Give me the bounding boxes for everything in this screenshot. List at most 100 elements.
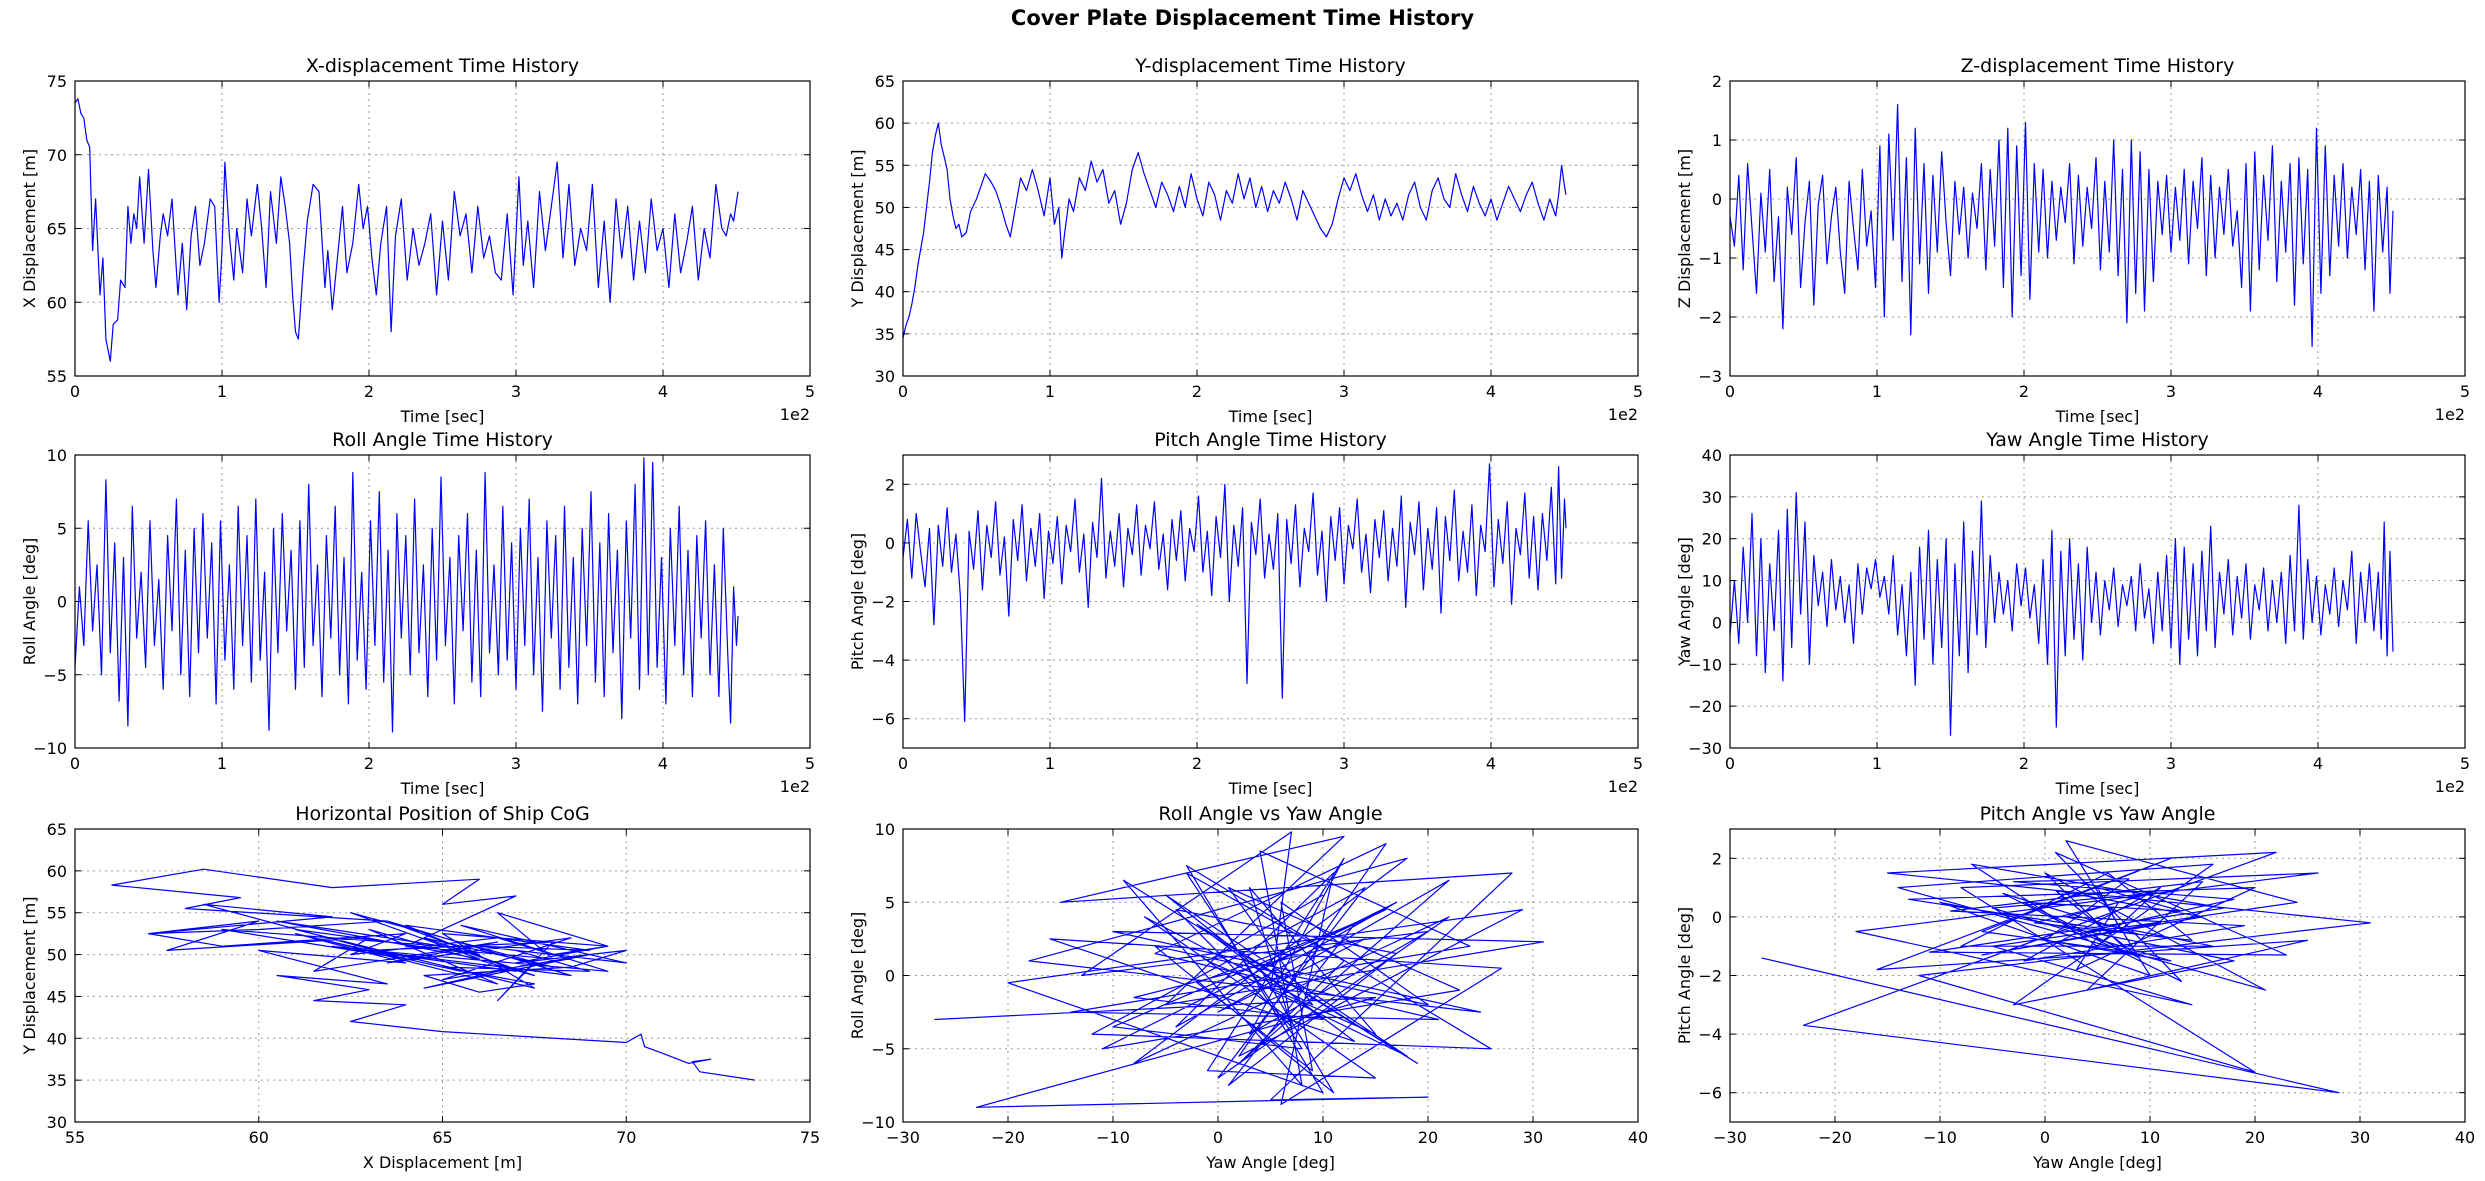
x-tick-label: 2	[364, 382, 374, 401]
subplot-6: 0 1 2 3 4 5 −30 −20 −10 0 10 20 30 40 Yaw Angle Time H…	[1675, 429, 2470, 798]
x-tick-label: 30	[2350, 1128, 2370, 1147]
y-tick-label: −10	[861, 1113, 895, 1132]
series-line	[903, 463, 1567, 723]
subplot-title: Roll Angle Time History	[332, 429, 553, 451]
x-axis-label: Time [sec]	[400, 779, 485, 798]
y-tick-label: −4	[871, 651, 895, 670]
y-tick-label: 1	[1712, 131, 1722, 150]
axes-frame	[1729, 454, 2466, 749]
y-axis-label: Roll Angle [deg]	[848, 912, 867, 1039]
x-tick-label: −10	[1923, 1128, 1957, 1147]
y-tick-label: 0	[1712, 908, 1722, 927]
y-tick-label: 5	[885, 893, 895, 912]
x-tick-label: 4	[1486, 382, 1496, 401]
x-tick-label: 5	[805, 754, 815, 773]
x-axis-label: Time [sec]	[1228, 779, 1313, 798]
y-tick-label: 70	[47, 146, 67, 165]
x-tick-label: 20	[1418, 1128, 1438, 1147]
x-tick-label: 3	[511, 382, 521, 401]
x-tick-label: 2	[1192, 382, 1202, 401]
x-offset-label: 1e2	[1608, 777, 1638, 796]
x-tick-label: 0	[898, 382, 908, 401]
x-tick-label: 3	[1339, 754, 1349, 773]
y-tick-label: 50	[875, 198, 895, 217]
x-tick-label: 65	[432, 1128, 452, 1147]
x-tick-label: 4	[2313, 754, 2323, 773]
x-tick-label: 3	[511, 754, 521, 773]
figure-title: Cover Plate Displacement Time History	[1010, 6, 1475, 30]
y-tick-label: −6	[1698, 1084, 1722, 1103]
x-tick-label: 0	[70, 382, 80, 401]
subplot-4: 0 1 2 3 4 5 −10 −5 0 5 10 Roll Angle Time History Ti…	[20, 429, 815, 798]
y-tick-label: 35	[47, 1071, 67, 1090]
axes-frame	[902, 80, 1639, 377]
series-line	[75, 98, 739, 362]
series-line	[903, 122, 1567, 339]
x-tick-label: 10	[2140, 1128, 2160, 1147]
y-tick-label: 30	[47, 1113, 67, 1132]
y-tick-label: 65	[47, 820, 67, 839]
y-tick-label: 60	[47, 293, 67, 312]
subplot-title: X-displacement Time History	[306, 55, 579, 77]
x-tick-label: 1	[217, 382, 227, 401]
series-line	[934, 831, 1545, 1108]
y-tick-label: 10	[875, 820, 895, 839]
y-tick-label: −2	[1698, 967, 1722, 986]
subplot-5: 0 1 2 3 4 5 −6 −4 −2 0 2 Pitch Angle Time History Ti…	[848, 429, 1643, 798]
subplot-title: Pitch Angle Time History	[1154, 429, 1387, 451]
x-tick-label: 1	[1872, 754, 1882, 773]
y-tick-label: 30	[1702, 488, 1722, 507]
x-tick-label: 0	[898, 754, 908, 773]
x-axis-label: Time [sec]	[400, 407, 485, 426]
y-tick-label: −5	[871, 1040, 895, 1059]
x-tick-label: 60	[249, 1128, 269, 1147]
y-tick-label: 65	[875, 72, 895, 91]
x-tick-label: 1	[1872, 382, 1882, 401]
x-axis-label: Yaw Angle [deg]	[1205, 1153, 1335, 1172]
y-tick-label: 35	[875, 325, 895, 344]
x-tick-label: 4	[658, 754, 668, 773]
y-tick-label: 55	[47, 904, 67, 923]
x-axis-label: Time [sec]	[2055, 779, 2140, 798]
x-offset-label: 1e2	[2435, 777, 2465, 796]
y-tick-label: 20	[1702, 530, 1722, 549]
axes-frame	[1729, 80, 2466, 377]
x-tick-label: 4	[2313, 382, 2323, 401]
subplot-3: 0 1 2 3 4 5 −3 −2 −1 0 1 2 Z-displacement Time Histo…	[1675, 55, 2470, 426]
x-tick-label: 2	[2019, 754, 2029, 773]
y-tick-label: 60	[875, 114, 895, 133]
y-axis-label: Y Displacement [m]	[848, 149, 867, 308]
series-line	[1730, 492, 2394, 737]
y-tick-label: −4	[1698, 1025, 1722, 1044]
x-tick-label: 1	[217, 754, 227, 773]
y-tick-label: −10	[33, 739, 67, 758]
y-axis-label: Z Displacement [m]	[1675, 149, 1694, 308]
y-axis-label: Y Displacement [m]	[20, 896, 39, 1055]
y-tick-label: 10	[47, 446, 67, 465]
y-tick-label: −10	[1688, 655, 1722, 674]
y-tick-label: 2	[1712, 849, 1722, 868]
x-tick-label: 3	[2166, 382, 2176, 401]
y-tick-label: 0	[1712, 190, 1722, 209]
y-axis-label: Pitch Angle [deg]	[848, 533, 867, 670]
x-tick-label: 5	[2460, 754, 2470, 773]
y-tick-label: 2	[1712, 72, 1722, 91]
y-tick-label: −2	[1698, 308, 1722, 327]
subplot-title: Yaw Angle Time History	[1985, 429, 2208, 451]
x-tick-label: 70	[616, 1128, 636, 1147]
x-tick-label: 2	[364, 754, 374, 773]
x-tick-label: 0	[70, 754, 80, 773]
series-line	[75, 457, 739, 733]
x-tick-label: 3	[2166, 754, 2176, 773]
y-tick-label: 40	[1702, 446, 1722, 465]
x-tick-label: 5	[1633, 382, 1643, 401]
x-axis-label: X Displacement [m]	[363, 1153, 522, 1172]
x-offset-label: 1e2	[780, 405, 810, 424]
x-tick-label: 75	[800, 1128, 820, 1147]
x-tick-label: 2	[1192, 754, 1202, 773]
y-tick-label: 60	[47, 862, 67, 881]
x-offset-label: 1e2	[2435, 405, 2465, 424]
